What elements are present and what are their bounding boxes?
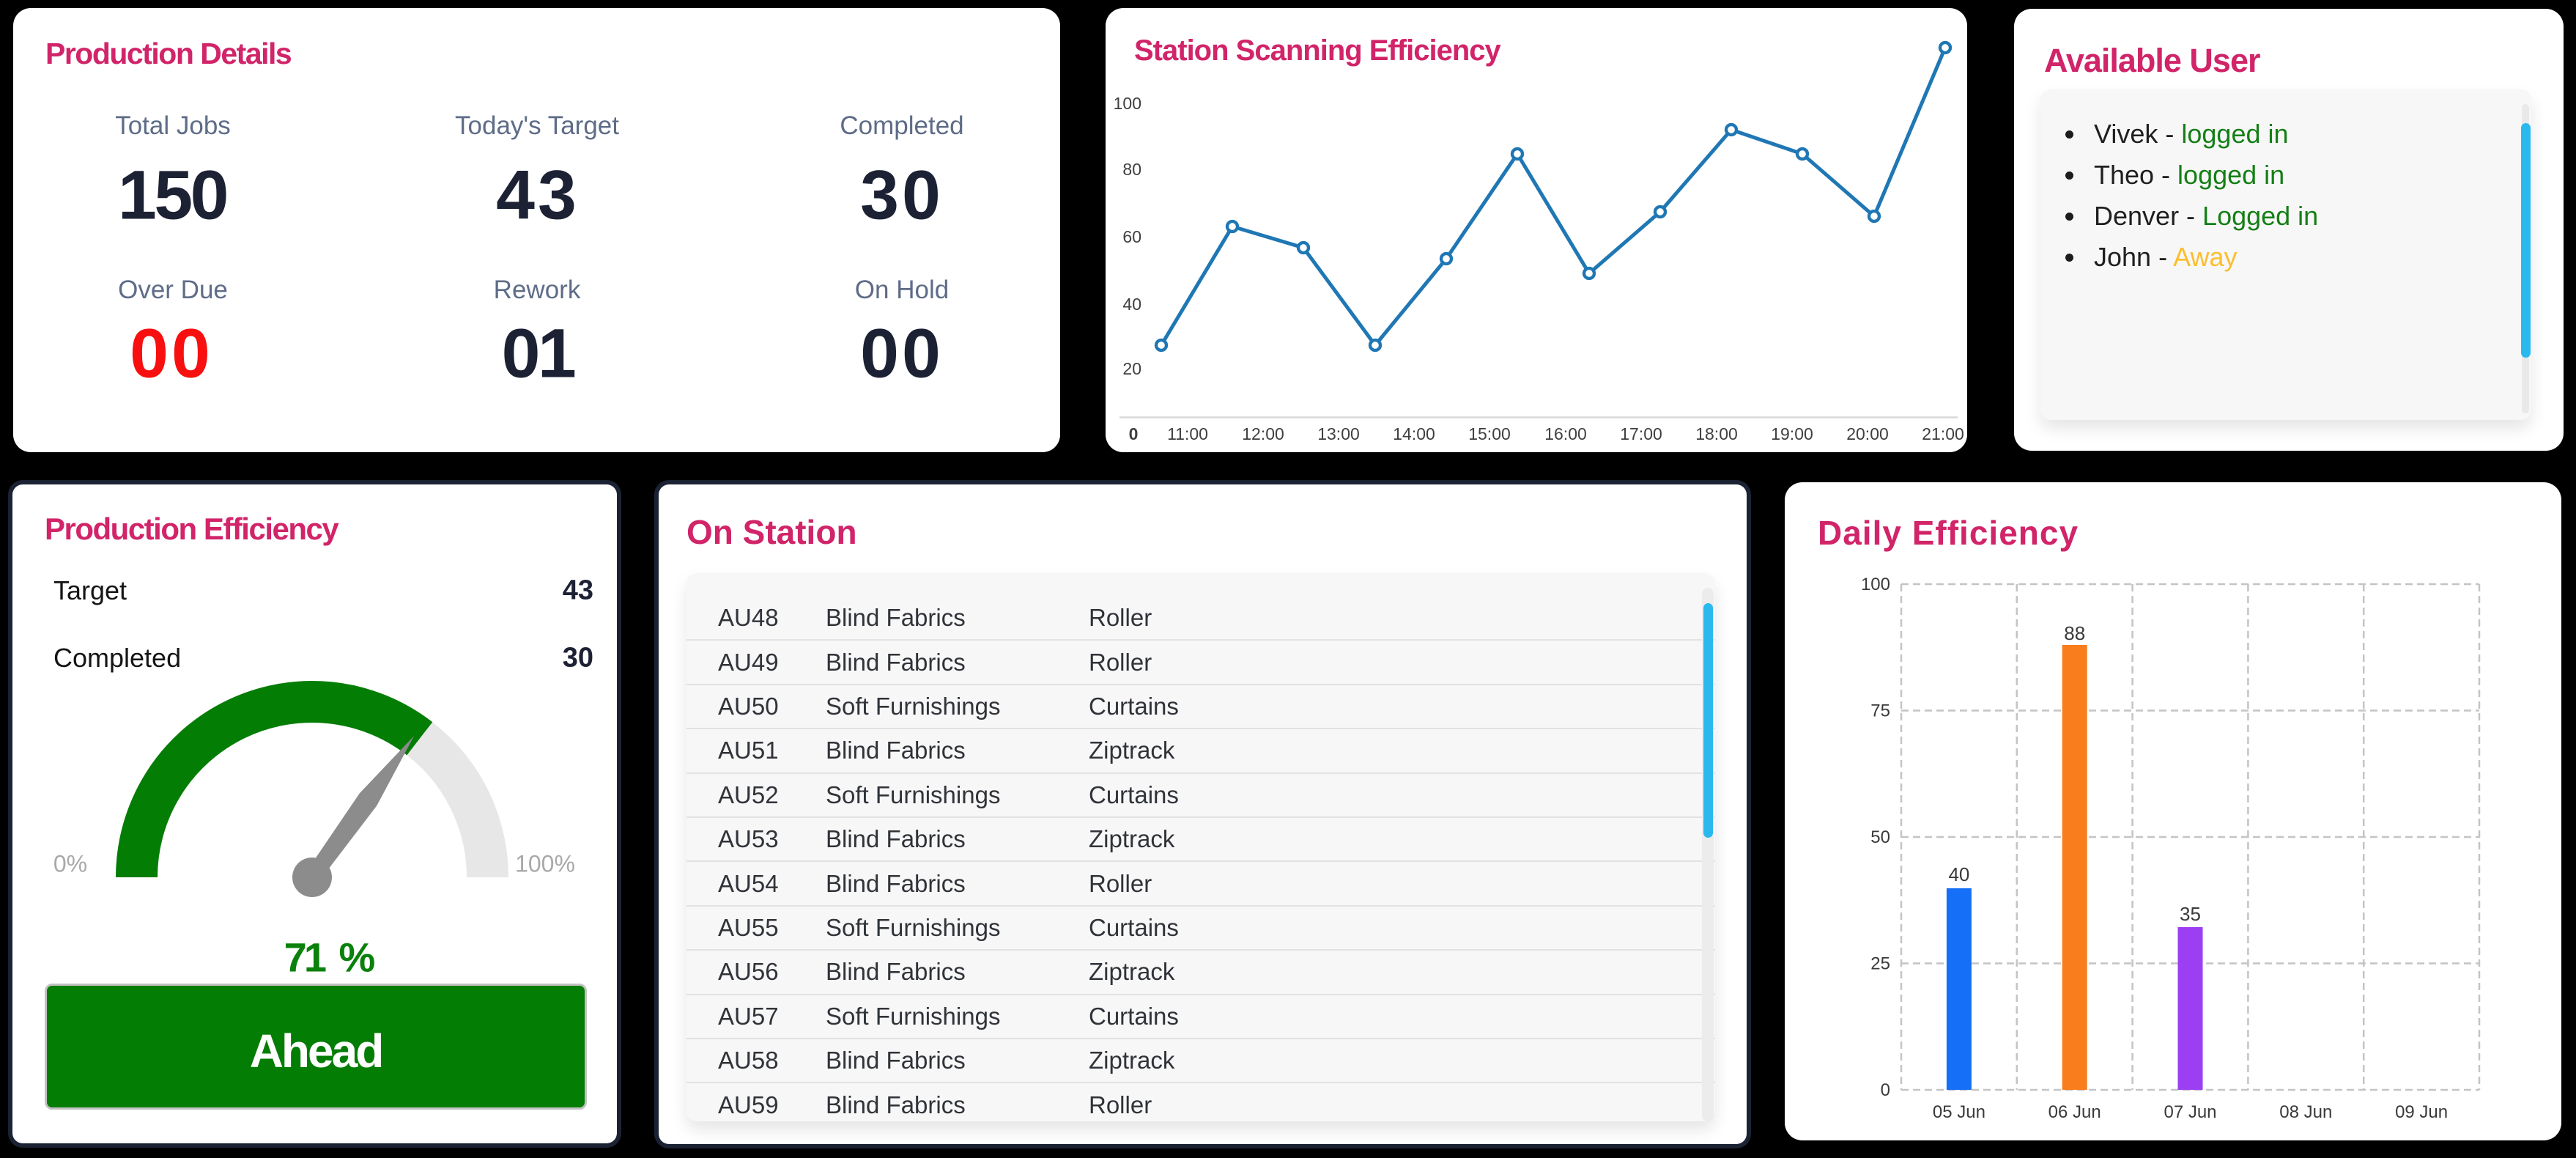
svg-text:14:00: 14:00 — [1393, 424, 1435, 443]
svg-text:20: 20 — [1122, 359, 1141, 378]
svg-text:0: 0 — [1129, 424, 1139, 443]
svg-text:05 Jun: 05 Jun — [1933, 1102, 1985, 1122]
svg-text:80: 80 — [1122, 160, 1141, 179]
svg-text:12:00: 12:00 — [1242, 424, 1284, 443]
svg-text:35: 35 — [2180, 903, 2201, 925]
svg-text:100: 100 — [1114, 94, 1141, 113]
svg-text:07 Jun: 07 Jun — [2164, 1102, 2216, 1122]
svg-text:40: 40 — [1948, 863, 1969, 885]
svg-text:18:00: 18:00 — [1695, 424, 1738, 443]
svg-text:40: 40 — [1122, 295, 1141, 314]
svg-text:20:00: 20:00 — [1846, 424, 1889, 443]
svg-text:08 Jun: 08 Jun — [2279, 1102, 2332, 1122]
svg-text:19:00: 19:00 — [1771, 424, 1813, 443]
svg-text:17:00: 17:00 — [1620, 424, 1662, 443]
svg-text:21:00: 21:00 — [1922, 424, 1964, 443]
svg-text:100: 100 — [1861, 575, 1890, 594]
svg-text:50: 50 — [1870, 827, 1890, 847]
svg-text:06 Jun: 06 Jun — [2048, 1102, 2101, 1122]
svg-text:11:00: 11:00 — [1167, 424, 1208, 443]
svg-text:13:00: 13:00 — [1317, 424, 1360, 443]
svg-text:25: 25 — [1870, 954, 1890, 974]
svg-text:09 Jun: 09 Jun — [2395, 1102, 2448, 1122]
svg-text:0: 0 — [1881, 1080, 1890, 1100]
svg-text:75: 75 — [1870, 701, 1890, 721]
svg-text:60: 60 — [1122, 227, 1141, 246]
svg-text:15:00: 15:00 — [1468, 424, 1511, 443]
svg-text:16:00: 16:00 — [1544, 424, 1587, 443]
svg-text:88: 88 — [2064, 622, 2085, 644]
